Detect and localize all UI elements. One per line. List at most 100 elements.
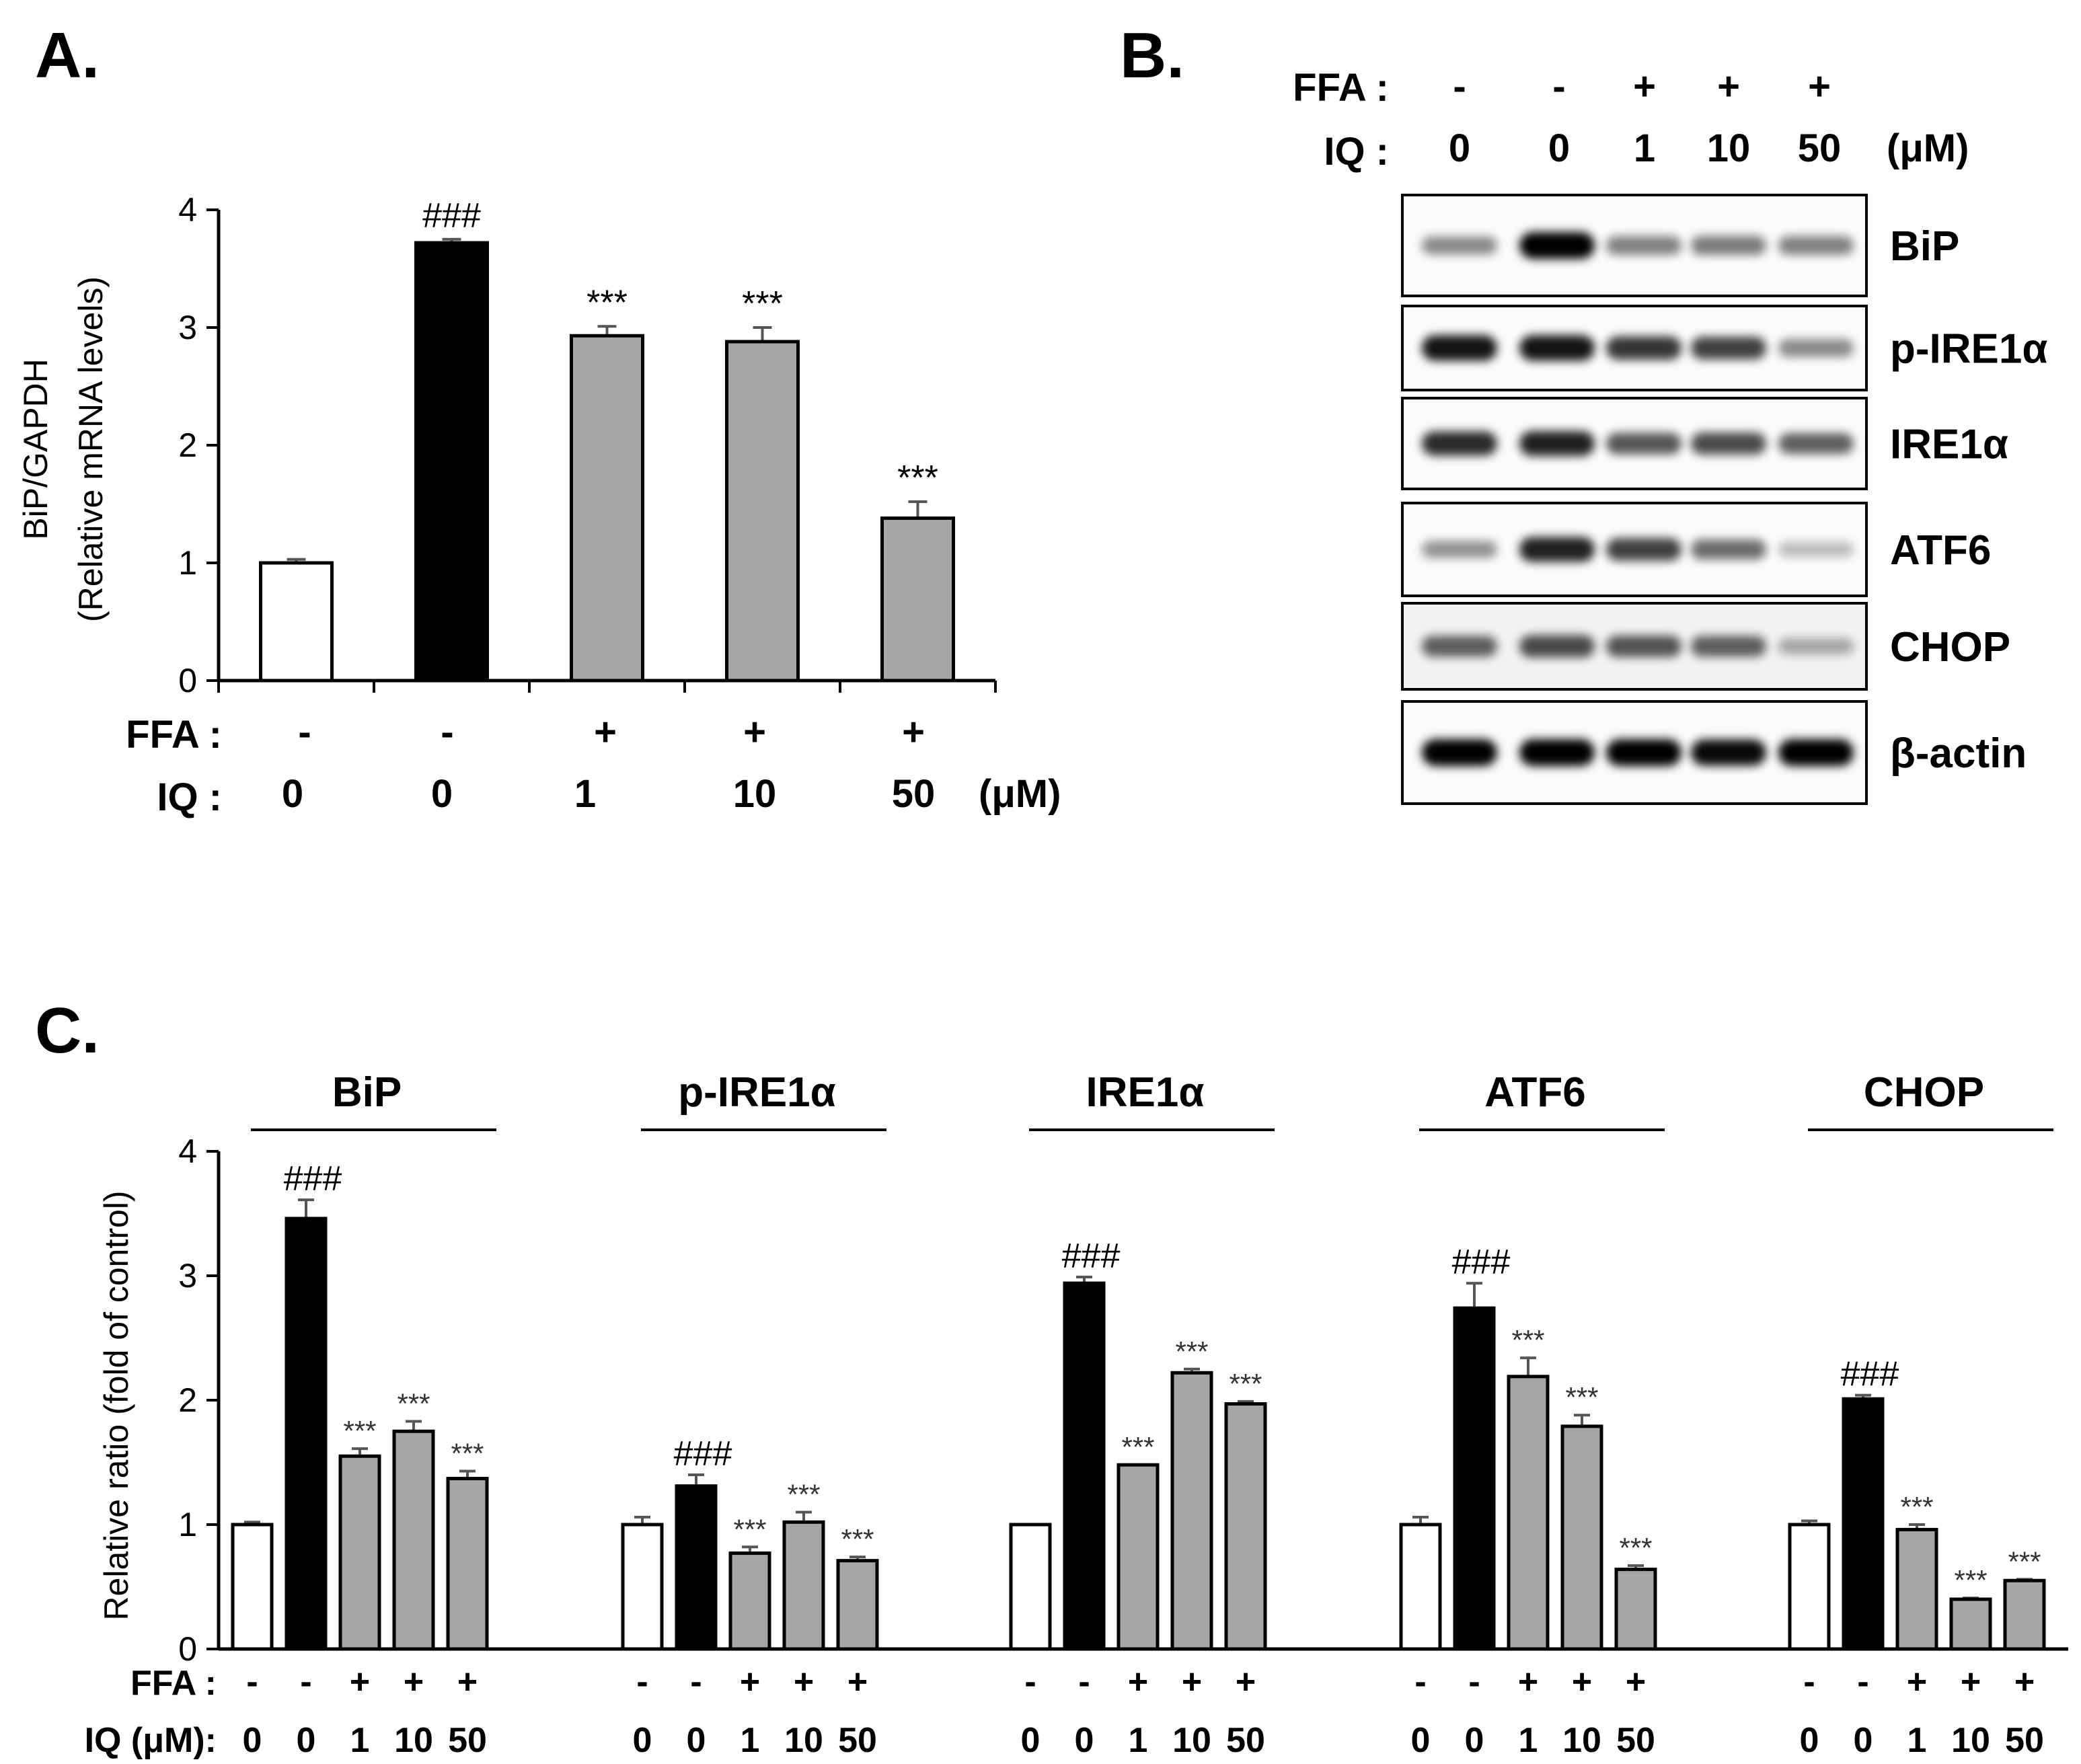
panel-c-bar: [1895, 1527, 1938, 1651]
panel-a-iq-value: 10: [733, 772, 777, 816]
panel-a-ffa-value: -: [298, 710, 311, 754]
blot-label: β-actin: [1890, 730, 2027, 777]
blot-iq-value: 0: [1449, 126, 1470, 170]
panel-c-ffa-value: -: [1803, 1662, 1815, 1701]
panel-c-bar: [1224, 1402, 1267, 1651]
panel-a-bar: [725, 340, 800, 683]
blot-band: [1519, 431, 1595, 456]
blot-band: [1422, 236, 1497, 255]
panel-c-bar: [1117, 1463, 1160, 1651]
panel-c-ffa-value: +: [1236, 1662, 1256, 1701]
blot-band: [1606, 432, 1681, 455]
panel-c-bar: [1842, 1397, 1885, 1651]
blot-ffa-value: +: [1717, 65, 1740, 108]
panel-c-iq-value: 1: [1519, 1721, 1538, 1760]
panel-c-ffa-value: +: [2014, 1662, 2035, 1701]
panel-c-ffa-value: +: [1128, 1662, 1148, 1701]
panel-c-bar: [446, 1477, 489, 1651]
panel-a-ffa-value: -: [441, 710, 453, 754]
blot-band: [1778, 236, 1854, 255]
panel-a-bars: ### *** *** ***: [259, 196, 955, 683]
panel-c-significance-label: ###: [1452, 1243, 1511, 1282]
blot-band: [1519, 537, 1595, 562]
panel-c-significance-label: ***: [787, 1479, 820, 1510]
blot-band: [1422, 636, 1497, 657]
panel-a-iq-value: 1: [574, 772, 596, 816]
panel-a-ylabel-sub: (Relative mRNA levels): [72, 276, 110, 622]
blot-iq-value: 0: [1548, 126, 1570, 170]
panel-c-significance-label: ***: [397, 1387, 430, 1419]
panel-a-significance-label: ***: [587, 283, 628, 322]
panel-a-bar: [259, 561, 334, 683]
panel-a-ffa-value: +: [743, 710, 766, 754]
blot-row: IRE1α: [1401, 397, 2008, 490]
blot-ffa-value: +: [1633, 65, 1656, 108]
panel-a-iq-value: 50: [892, 772, 936, 816]
panel-c-ffa-value: +: [457, 1662, 478, 1701]
blot-band: [1519, 635, 1595, 658]
blot-band: [1778, 739, 1854, 766]
panel-a-bar: [880, 516, 955, 683]
blot-band: [1778, 541, 1854, 558]
panel-c-significance-label: ***: [1565, 1381, 1598, 1413]
blot-band: [1606, 739, 1681, 766]
panel-a-ffa-value: +: [594, 710, 617, 754]
panel-c-bar: [1614, 1568, 1657, 1651]
panel-c-ffa-value: +: [1518, 1662, 1538, 1701]
blot-band: [1606, 636, 1681, 657]
blot-ffa-value: +: [1808, 65, 1831, 108]
panel-c-bar: [782, 1520, 825, 1651]
panel-c-bar: [231, 1523, 274, 1651]
panel-c-iq-value: 0: [243, 1721, 262, 1760]
blot-label: BiP: [1890, 223, 1959, 270]
panel-c-significance-label: ###: [1062, 1237, 1121, 1276]
panel-c-letter: C.: [35, 995, 100, 1067]
panel-c-significance-label: ***: [733, 1513, 766, 1545]
panel-a-iq-value: 0: [431, 772, 453, 816]
panel-c-bar: [392, 1429, 435, 1651]
panel-c-ffa-value: +: [1182, 1662, 1202, 1701]
panel-c-significance-label: ***: [841, 1523, 874, 1555]
panel-c-significance-label: ***: [2008, 1545, 2041, 1577]
blot-ffa-label: FFA :: [1293, 66, 1389, 110]
panel-a-ffa-label: FFA :: [126, 713, 222, 757]
panel-b-western-blot: FFA : IQ : (μM) - - + + +0 0 1 10 50 BiP p-IRE1α I…: [1293, 65, 2047, 805]
panel-c-iq-value: 50: [1226, 1721, 1265, 1760]
panel-a-axes: 0 1 2 3 4: [178, 191, 997, 699]
panel-c-significance-label: ***: [1511, 1324, 1544, 1356]
panel-c-significance-label: ***: [1954, 1564, 1987, 1596]
blot-band: [1422, 541, 1497, 558]
panel-c-ffa-value: +: [740, 1662, 760, 1701]
panel-c-conditions: FFA : IQ (μM): -0-0+1+10+50-0-0+1+10+50-…: [85, 1662, 2044, 1760]
panel-c-group-label: ATF6: [1484, 1069, 1585, 1116]
panel-c-iq-value: 0: [1800, 1721, 1819, 1760]
blot-band: [1691, 539, 1766, 560]
panel-c-significance-label: ###: [284, 1159, 342, 1198]
panel-c-ffa-value: -: [1078, 1662, 1090, 1701]
panel-a-significance-label: ###: [422, 196, 481, 235]
panel-a-ylabel: BiP/GAPDH: [17, 358, 54, 540]
panel-c-iq-value: 0: [687, 1721, 706, 1760]
panel-a-iq-label: IQ :: [157, 775, 222, 819]
panel-c-significance-label: ***: [1229, 1368, 1262, 1399]
panel-a-unit-label: (μM): [979, 772, 1061, 816]
panel-c-ffa-value: -: [1857, 1662, 1868, 1701]
panel-a-ytick-label: 2: [178, 426, 197, 464]
blot-row: β-actin: [1401, 700, 2027, 805]
panel-c-bar: [2003, 1578, 2046, 1651]
panel-c-group-label: BiP: [332, 1069, 402, 1116]
blot-band: [1778, 638, 1854, 654]
panel-c-bar: [338, 1454, 381, 1651]
panel-c-ffa-value: +: [1907, 1662, 1927, 1701]
panel-c-bar: [1399, 1523, 1442, 1651]
blot-ffa-value: -: [1552, 65, 1565, 108]
panel-c-bar: [728, 1551, 771, 1651]
blot-row: ATF6: [1401, 502, 1991, 597]
panel-c-ffa-label: FFA :: [130, 1664, 217, 1703]
blot-band: [1422, 739, 1497, 766]
blot-band: [1606, 336, 1681, 360]
blot-band: [1691, 739, 1766, 766]
blot-band: [1691, 636, 1766, 657]
blot-band: [1519, 739, 1595, 766]
panel-c-bar: [675, 1484, 718, 1651]
